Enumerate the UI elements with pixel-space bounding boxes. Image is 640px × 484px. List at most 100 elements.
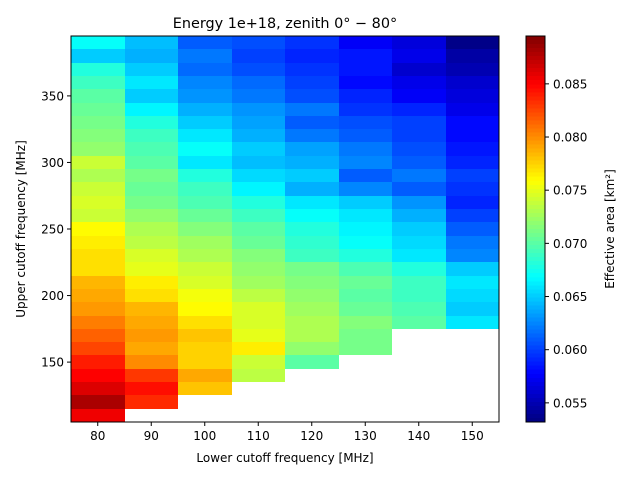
y-tick-label: 250 — [41, 223, 64, 237]
heatmap-cell — [285, 262, 339, 276]
colorbar-segment — [526, 148, 545, 154]
colorbar-segment — [526, 305, 545, 311]
heatmap-cell — [392, 156, 446, 169]
heatmap-cell — [71, 262, 125, 276]
colorbar-segment — [526, 152, 545, 158]
heatmap-cell — [71, 302, 125, 316]
heatmap-cell — [339, 169, 392, 182]
heatmap-cell — [446, 302, 499, 316]
heatmap-cell — [232, 342, 285, 355]
colorbar-segment — [526, 257, 545, 262]
heatmap-cell — [339, 236, 392, 249]
heatmap-cell — [446, 249, 499, 262]
heatmap-cell — [285, 63, 339, 76]
heatmap-cell — [232, 329, 285, 342]
heatmap-cell — [125, 395, 178, 409]
heatmap-cell — [446, 222, 499, 236]
heatmap-cell — [178, 382, 232, 395]
heatmap-cell — [178, 222, 232, 236]
colorbar-segment — [526, 265, 545, 270]
colorbar-segment — [526, 188, 545, 194]
heatmap-cell — [178, 302, 232, 316]
colorbar-segment — [526, 245, 545, 250]
heatmap-cell — [178, 36, 232, 49]
heatmap-cell — [178, 169, 232, 182]
colorbar-segment — [526, 313, 545, 319]
colorbar-segment — [526, 261, 545, 266]
heatmap-cell — [71, 196, 125, 209]
heatmap-cell — [339, 342, 392, 355]
heatmap-cell — [232, 182, 285, 196]
heatmap-cell — [178, 289, 232, 302]
heatmap-cell — [285, 289, 339, 302]
colorbar-segment — [526, 132, 545, 138]
colorbar-segment — [526, 172, 545, 178]
colorbar-segment — [526, 349, 545, 355]
heatmap-cell — [446, 276, 499, 289]
heatmap-cell — [339, 76, 392, 89]
colorbar-segment — [526, 289, 545, 294]
x-tick-label: 80 — [90, 429, 105, 443]
heatmap-cell — [285, 276, 339, 289]
heatmap-cell — [339, 222, 392, 236]
heatmap-cell — [232, 355, 285, 369]
heatmap-cell — [125, 222, 178, 236]
heatmap-cell — [71, 36, 125, 49]
y-tick-label: 300 — [41, 156, 64, 170]
heatmap-cell — [285, 302, 339, 316]
x-tick-label: 100 — [193, 429, 216, 443]
colorbar-segment — [526, 104, 545, 109]
heatmap-cell — [71, 382, 125, 395]
colorbar-tick-label: 0.075 — [553, 184, 587, 198]
heatmap-cell — [125, 316, 178, 329]
colorbar-tick-label: 0.085 — [553, 77, 587, 91]
heatmap-cells — [71, 36, 499, 422]
colorbar-segment — [526, 80, 545, 85]
colorbar-segment — [526, 273, 545, 278]
colorbar-segment — [526, 417, 545, 423]
heatmap-cell — [125, 249, 178, 262]
heatmap-cell — [285, 116, 339, 129]
colorbar-segment — [526, 377, 545, 383]
colorbar-segment — [526, 341, 545, 347]
colorbar-segment — [526, 281, 545, 286]
heatmap-cell — [125, 382, 178, 395]
colorbar-segment — [526, 128, 545, 134]
heatmap-cell — [339, 89, 392, 103]
heatmap-cell — [339, 182, 392, 196]
heatmap-cell — [178, 89, 232, 103]
heatmap-cell — [178, 116, 232, 129]
heatmap-cell — [125, 196, 178, 209]
x-tick-label: 110 — [247, 429, 270, 443]
heatmap-cell — [392, 262, 446, 276]
heatmap-cell — [285, 156, 339, 169]
chart-title: Energy 1e+18, zenith 0° − 80° — [173, 16, 397, 32]
heatmap-cell — [71, 49, 125, 63]
heatmap-cell — [392, 209, 446, 222]
colorbar-segment — [526, 397, 545, 403]
heatmap-cell — [178, 236, 232, 249]
heatmap-cell — [285, 182, 339, 196]
heatmap-cell — [392, 142, 446, 156]
colorbar-segment — [526, 220, 545, 226]
heatmap-cell — [232, 103, 285, 116]
heatmap-cell — [71, 156, 125, 169]
colorbar-tick-label: 0.070 — [553, 237, 587, 251]
heatmap-cell — [446, 156, 499, 169]
heatmap-cell — [71, 182, 125, 196]
heatmap-cell — [178, 262, 232, 276]
heatmap-cell — [339, 209, 392, 222]
colorbar-segment — [526, 224, 545, 230]
heatmap-cell — [232, 209, 285, 222]
colorbar-segment — [526, 269, 545, 274]
colorbar-segment — [526, 108, 545, 113]
heatmap-cell — [446, 196, 499, 209]
heatmap-cell — [392, 236, 446, 249]
colorbar-segment — [526, 92, 545, 97]
x-tick-label: 90 — [144, 429, 159, 443]
heatmap-cell — [232, 222, 285, 236]
colorbar-segment — [526, 277, 545, 282]
colorbar-segment — [526, 116, 545, 122]
heatmap-cell — [125, 63, 178, 76]
